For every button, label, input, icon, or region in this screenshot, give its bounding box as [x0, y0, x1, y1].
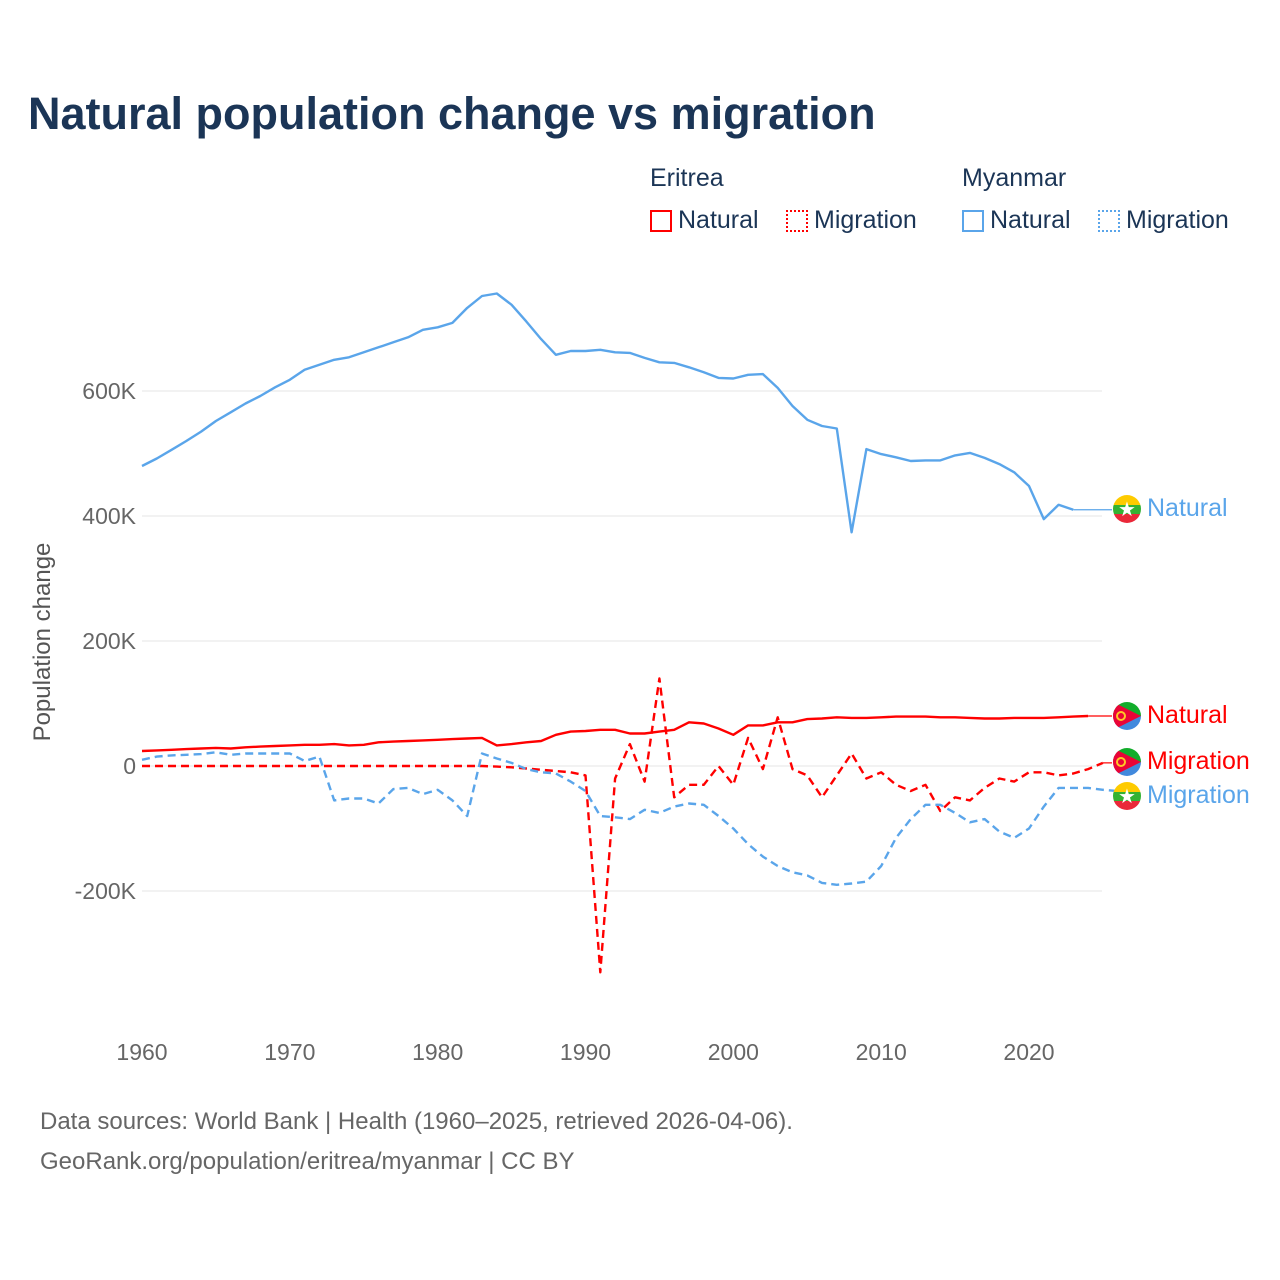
legend-eritrea-natural[interactable]: Natural — [650, 206, 759, 235]
y-tick-label: 600K — [82, 378, 136, 404]
y-tick-label: 0 — [123, 753, 136, 779]
svg-text:★: ★ — [1118, 786, 1136, 808]
x-tick-label: 2020 — [1003, 1039, 1054, 1065]
y-tick-label: -200K — [75, 878, 137, 904]
legend-eritrea-migration[interactable]: Migration — [786, 206, 917, 235]
legend-label: Natural — [678, 206, 759, 234]
y-tick-label: 200K — [82, 628, 136, 654]
x-tick-label: 1960 — [116, 1039, 167, 1065]
legend-label: Migration — [814, 206, 917, 234]
x-tick-label: 1980 — [412, 1039, 463, 1065]
svg-text:★: ★ — [1118, 499, 1136, 521]
series-line-eritrea-natural — [141, 714, 1089, 753]
series-line-myanmar-natural — [141, 292, 1074, 534]
y-tick-label: 400K — [82, 503, 136, 529]
x-tick-label: 2010 — [856, 1039, 907, 1065]
series-end-label: Migration — [1147, 747, 1250, 775]
series-line-eritrea-migration — [142, 677, 1104, 974]
legend-swatch-solid — [650, 209, 672, 232]
legend-label: Migration — [1126, 206, 1229, 234]
footer-sources: Data sources: World Bank | Health (1960–… — [40, 1108, 793, 1135]
legend-group-eritrea: Eritrea — [650, 164, 724, 192]
series-end-label: Natural — [1147, 494, 1228, 522]
chart-title: Natural population change vs migration — [28, 88, 876, 139]
legend-swatch-solid — [962, 209, 984, 232]
legend-label: Natural — [990, 206, 1071, 234]
x-tick-label: 1990 — [560, 1039, 611, 1065]
series-end-label: Migration — [1147, 781, 1250, 809]
eritrea-flag-icon — [1113, 748, 1141, 776]
myanmar-flag-icon: ★ — [1113, 495, 1141, 523]
series-line-myanmar-migration — [141, 751, 1118, 886]
myanmar-flag-icon: ★ — [1113, 782, 1141, 810]
y-axis-label: Population change — [29, 543, 56, 742]
series-end-label: Natural — [1147, 701, 1228, 729]
legend-myanmar-natural[interactable]: Natural — [962, 206, 1071, 235]
x-tick-label: 2000 — [708, 1039, 759, 1065]
footer-attribution: GeoRank.org/population/eritrea/myanmar |… — [40, 1148, 575, 1175]
legend-group-myanmar: Myanmar — [962, 164, 1067, 192]
legend-myanmar-migration[interactable]: Migration — [1098, 206, 1229, 235]
legend-swatch-dotted — [786, 209, 808, 232]
eritrea-flag-icon — [1113, 702, 1141, 730]
x-tick-label: 1970 — [264, 1039, 315, 1065]
legend-swatch-dotted — [1098, 209, 1120, 232]
